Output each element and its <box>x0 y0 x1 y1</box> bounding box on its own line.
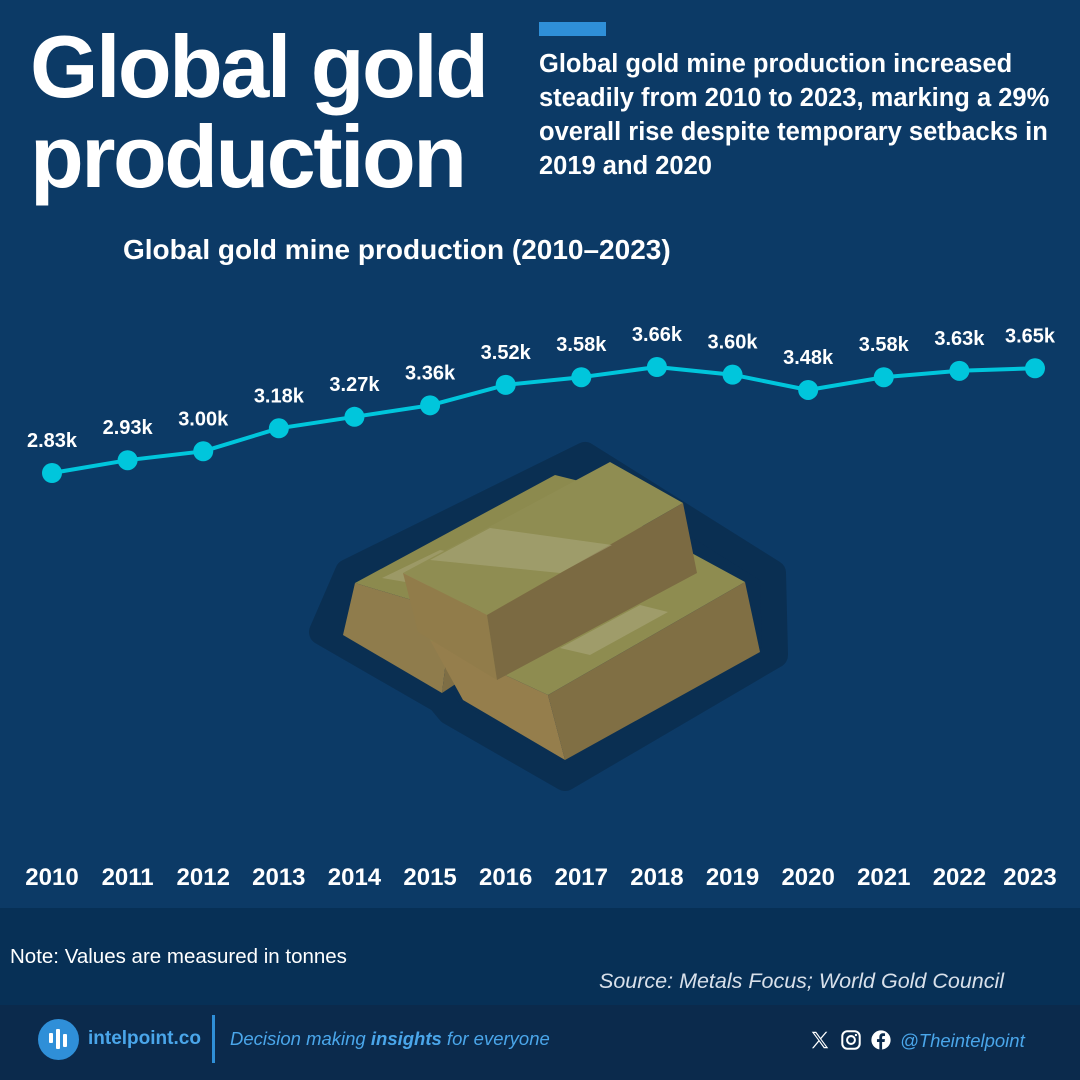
x-tick-label: 2019 <box>706 864 759 891</box>
data-point <box>42 463 62 483</box>
data-point <box>420 395 441 416</box>
data-point <box>571 367 592 388</box>
logo-bar <box>49 1033 53 1043</box>
data-point <box>344 406 365 427</box>
gold-bars-illustration <box>309 442 788 791</box>
subtitle: Global gold mine production increased st… <box>539 50 1050 180</box>
data-point <box>722 364 743 385</box>
data-point <box>1025 358 1045 379</box>
data-label: 3.58k <box>859 334 910 356</box>
data-label: 2.93k <box>103 417 154 439</box>
x-icon[interactable] <box>809 1029 831 1051</box>
data-point <box>873 367 894 388</box>
data-label: 3.52k <box>481 342 532 364</box>
series-line <box>50 365 1037 475</box>
data-label: 3.58k <box>556 334 607 356</box>
data-label: 3.48k <box>783 347 834 369</box>
x-tick-label: 2021 <box>857 864 910 891</box>
tagline-emphasis: insights <box>370 1028 442 1049</box>
tagline-end: for everyone <box>441 1028 550 1049</box>
data-label: 3.66k <box>632 324 683 346</box>
data-point <box>646 357 667 377</box>
x-tick-label: 2023 <box>1003 864 1056 891</box>
data-labels: 2.83k 2.93k 3.00k 3.18k 3.27k 3.36k 3.52k 3.58k… <box>27 324 1056 452</box>
note: Note: Values are measured in tonnes <box>10 945 347 968</box>
instagram-icon[interactable] <box>840 1029 862 1051</box>
x-tick-label: 2010 <box>25 864 78 891</box>
data-label: 3.27k <box>329 374 380 396</box>
x-tick-label: 2014 <box>328 864 382 891</box>
note-band <box>0 908 1080 1005</box>
footer <box>0 1005 1080 1080</box>
data-point <box>193 441 214 462</box>
x-axis-tick-labels: 2010 2011 2012 2013 2014 2015 2016 2017 2018 2019… <box>25 864 1056 891</box>
x-tick-label: 2012 <box>177 864 230 891</box>
x-tick-label: 2016 <box>479 864 532 891</box>
x-tick-label: 2013 <box>252 864 305 891</box>
data-point <box>949 360 970 381</box>
data-label: 3.60k <box>708 332 759 354</box>
x-tick-label: 2017 <box>555 864 608 891</box>
x-tick-label: 2020 <box>781 864 834 891</box>
x-tick-label: 2022 <box>933 864 986 891</box>
source: Source: Metals Focus; World Gold Council <box>599 969 1005 993</box>
line-chart: 2.83k 2.93k 3.00k 3.18k 3.27k 3.36k 3.52k 3.58k… <box>25 324 1056 891</box>
data-label: 3.65k <box>1005 325 1056 347</box>
logo-bar <box>56 1029 60 1049</box>
data-point <box>798 379 819 400</box>
tagline: Decision making insights for everyone <box>230 1028 550 1050</box>
data-label: 3.36k <box>405 362 456 384</box>
x-tick-label: 2011 <box>102 864 154 891</box>
x-tick-label: 2015 <box>403 864 456 891</box>
data-points <box>42 357 1045 483</box>
facebook-icon[interactable] <box>870 1029 892 1051</box>
x-tick-label: 2018 <box>630 864 683 891</box>
data-point <box>268 418 289 439</box>
data-label: 3.00k <box>178 408 229 430</box>
logo-bar <box>63 1034 67 1047</box>
data-label: 2.83k <box>27 430 78 452</box>
footer-divider <box>212 1015 215 1063</box>
data-label: 3.63k <box>934 328 985 350</box>
title-line-2: production <box>30 107 467 206</box>
data-point <box>117 450 138 471</box>
tagline-start: Decision making <box>230 1028 371 1049</box>
data-point <box>495 374 516 395</box>
data-label: 3.18k <box>254 385 305 407</box>
logo-icon[interactable] <box>38 1019 79 1060</box>
title-line-1: Global gold <box>30 17 489 116</box>
accent-bar <box>539 22 606 36</box>
chart-title: Global gold mine production (2010–2023) <box>123 234 671 265</box>
page-title: Global gold production <box>30 22 500 202</box>
social-handle[interactable]: @Theintelpoint <box>900 1030 1025 1051</box>
brand-link[interactable]: intelpoint.co <box>88 1028 201 1049</box>
